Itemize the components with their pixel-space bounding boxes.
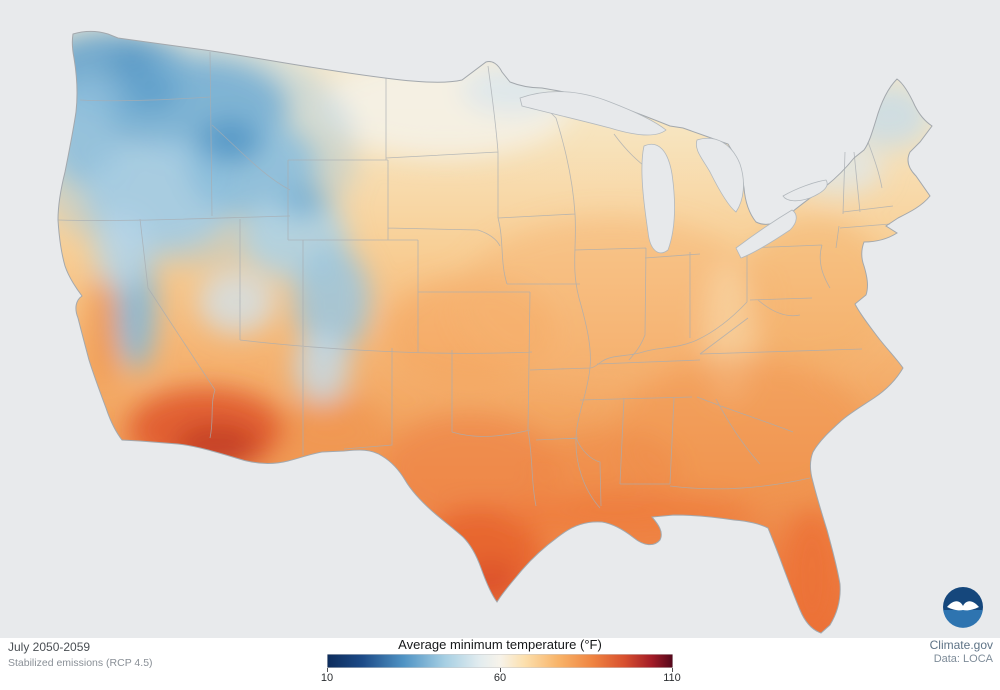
noaa-gull-icon: [947, 601, 979, 611]
legend-tick-label-min: 10: [320, 672, 334, 684]
state-borders: [57, 51, 894, 509]
lake-ontario: [782, 179, 828, 202]
climate-gov-credit: Climate.gov: [929, 638, 993, 652]
lake-michigan: [641, 144, 676, 254]
great-lakes: [519, 91, 828, 259]
legend-tick-label-mid: 60: [493, 672, 507, 684]
lake-superior: [519, 91, 667, 136]
scenario-label: Stabilized emissions (RCP 4.5): [8, 657, 153, 669]
legend-tick-mark-mid: [500, 668, 501, 672]
legend-title: Average minimum temperature (°F): [398, 637, 602, 652]
legend-tick-mark-min: [327, 668, 328, 672]
data-source-credit: Data: LOCA: [933, 653, 993, 665]
noaa-logo: [941, 585, 985, 629]
legend-tick-mark-max: [672, 668, 673, 672]
noaa-logo-lower: [943, 610, 983, 628]
period-label: July 2050-2059: [8, 640, 91, 654]
legend-colorbar: [327, 654, 673, 668]
legend-tick-label-max: 110: [663, 672, 681, 684]
lake-erie: [735, 209, 797, 259]
lake-huron: [695, 138, 744, 213]
